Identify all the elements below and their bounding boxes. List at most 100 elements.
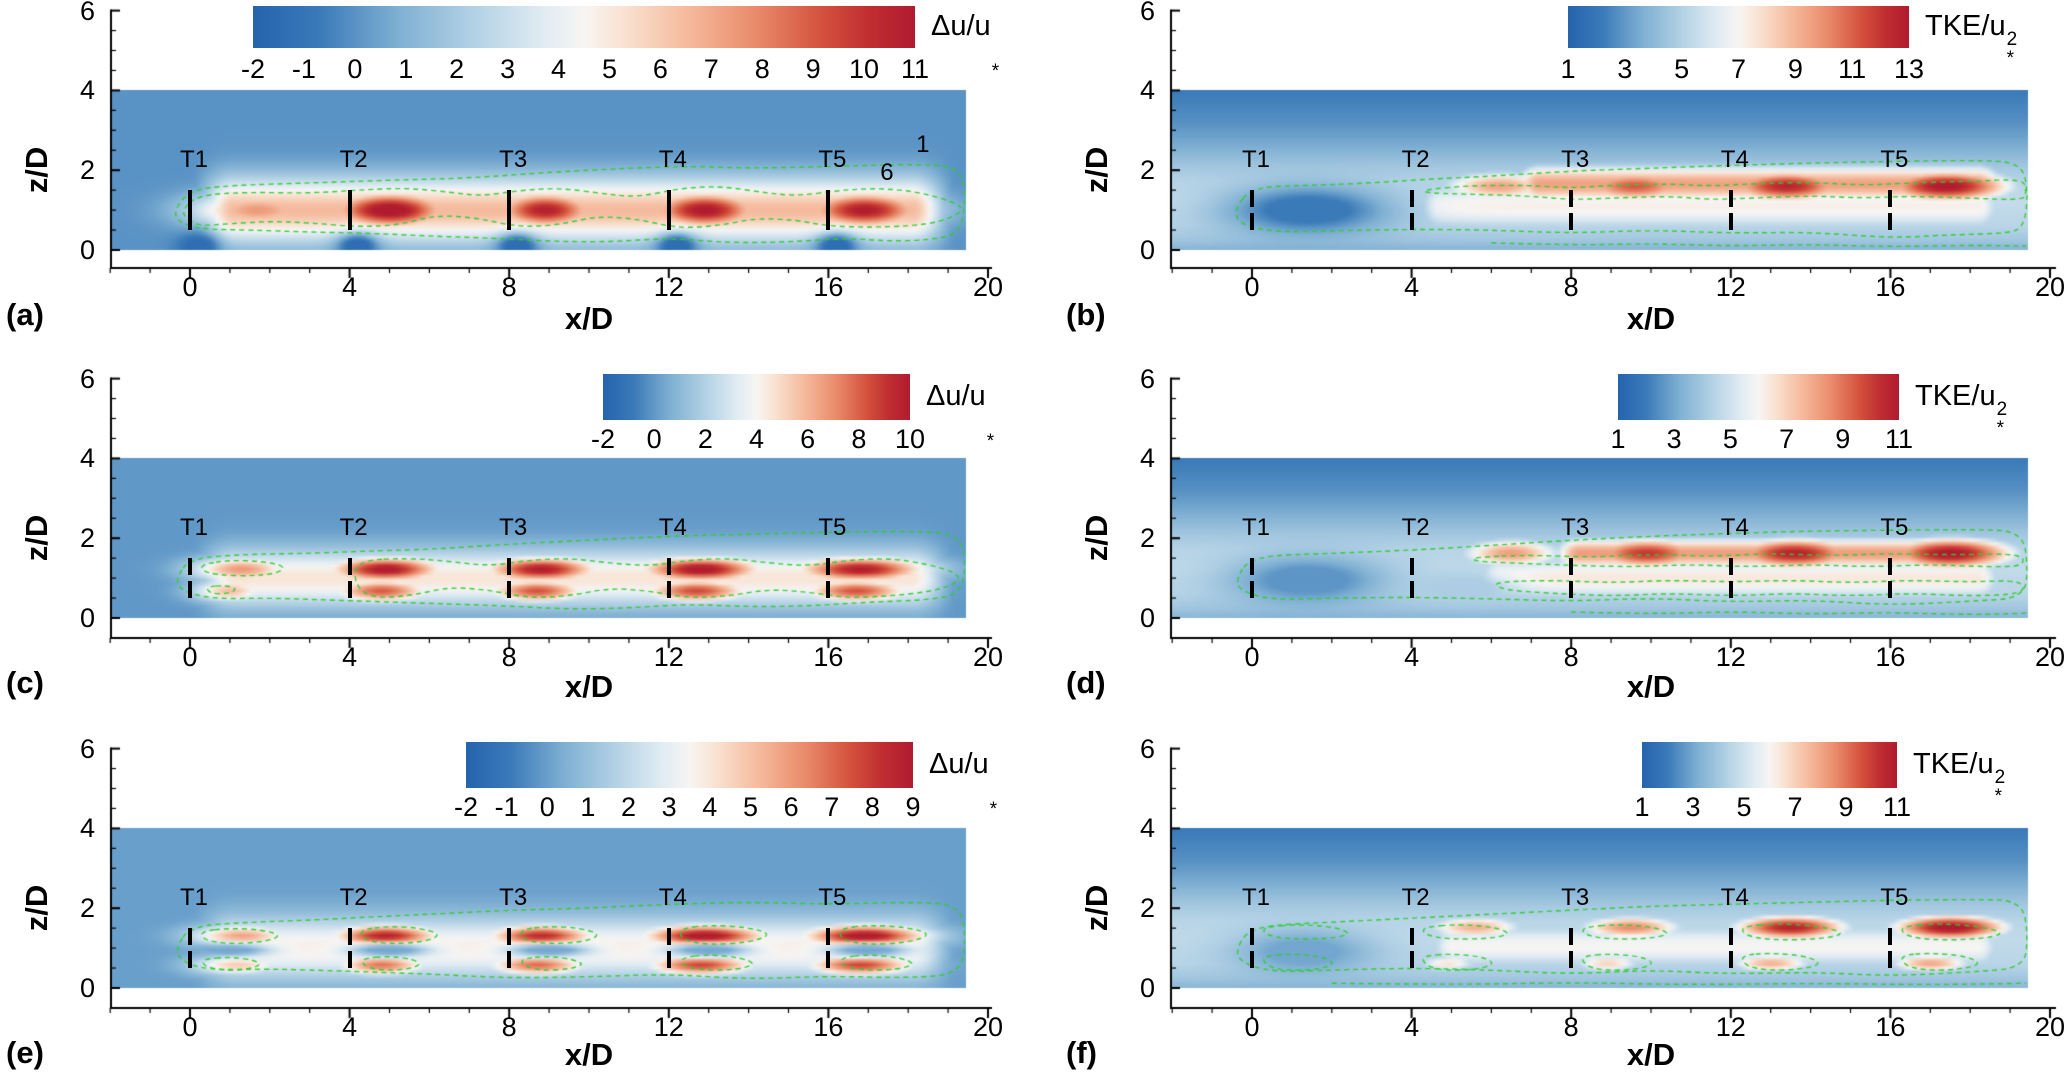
turbine-marker-lower <box>1409 951 1414 969</box>
turbine-label: T3 <box>1561 884 1590 912</box>
turbine-marker-lower <box>347 951 352 969</box>
y-tick-label: 0 <box>79 235 95 265</box>
colorbar-tick-label: 10 <box>894 424 926 454</box>
colorbar-tick-label: -2 <box>590 424 615 454</box>
colorbar-tick-label: 1 <box>398 54 414 84</box>
panel-letter-e: (e) <box>6 1035 44 1070</box>
y-axis-label: z/D <box>1079 514 1114 562</box>
colorbar-tick-label: 2 <box>449 54 465 84</box>
x-tick-label: 0 <box>182 642 198 672</box>
colorbar-tick-label: 9 <box>1838 792 1854 822</box>
x-tick-label: 20 <box>972 642 1004 672</box>
turbine-label: T3 <box>1561 514 1590 542</box>
colorbar-tick-label: 2 <box>621 792 637 822</box>
turbine-marker-upper <box>1409 190 1414 207</box>
turbine-marker-lower <box>1250 951 1254 969</box>
x-tick-label: 16 <box>813 1012 844 1042</box>
turbine-marker-lower <box>1728 581 1733 599</box>
colorbar-tick-label: 11 <box>1882 792 1912 822</box>
x-axis-label: x/D <box>564 301 614 336</box>
turbine-marker-lower <box>1250 581 1254 599</box>
y-tick-label: 6 <box>1139 363 1155 394</box>
turbine-label: T5 <box>818 514 847 542</box>
x-tick-label: 4 <box>1404 272 1420 302</box>
turbine-label: T3 <box>499 884 528 912</box>
x-axis-label: x/D <box>564 669 614 704</box>
colorbar-tick-label: 8 <box>851 424 867 454</box>
x-tick-label: 4 <box>342 1012 358 1042</box>
turbine-marker-lower <box>1888 581 1893 599</box>
turbine-marker-lower <box>666 581 671 599</box>
x-tick-label: 8 <box>1563 642 1579 672</box>
y-tick-label: 2 <box>1139 893 1155 924</box>
turbine-marker-upper <box>347 558 352 575</box>
turbine-marker <box>666 190 671 231</box>
x-tick-label: 20 <box>972 272 1004 302</box>
turbine-marker-upper <box>1409 558 1414 575</box>
turbine-label: T3 <box>499 514 528 542</box>
x-tick-label: 16 <box>813 642 844 672</box>
y-tick-label: 4 <box>1139 813 1155 844</box>
x-axis-label: x/D <box>1626 669 1676 704</box>
turbine-marker-upper <box>1888 558 1893 575</box>
y-tick-label: 0 <box>79 973 95 1003</box>
colorbar-tick-label: 9 <box>905 792 921 822</box>
x-tick-label: 0 <box>182 272 198 302</box>
colorbar-tick-label: 3 <box>1617 54 1633 84</box>
x-tick-label: 16 <box>1875 1012 1906 1042</box>
turbine-marker-lower <box>1728 951 1733 969</box>
turbine-label: T2 <box>1401 884 1430 912</box>
turbine-label: T1 <box>179 146 208 174</box>
x-tick-label: 12 <box>653 642 684 672</box>
turbine-label: T4 <box>1720 884 1749 912</box>
colorbar-tick-label: -2 <box>240 54 265 84</box>
x-tick-label: 0 <box>182 1012 198 1042</box>
y-tick-label: 2 <box>79 893 95 924</box>
turbine-marker-upper <box>1250 558 1254 575</box>
colorbar-tick-label: 0 <box>646 424 662 454</box>
turbine-marker-upper <box>666 928 671 945</box>
y-tick-label: 2 <box>1139 155 1155 186</box>
colorbar-tick-label: 6 <box>783 792 799 822</box>
colorbar-tick-label: 5 <box>1736 792 1752 822</box>
turbine-label: T5 <box>1880 514 1909 542</box>
x-tick-label: 4 <box>342 642 358 672</box>
turbine-marker-lower <box>188 951 192 969</box>
colorbar-tick-label: -1 <box>494 792 519 822</box>
turbine-marker-lower <box>666 951 671 969</box>
turbine-label: T4 <box>1720 146 1749 174</box>
turbine-label: T4 <box>658 514 687 542</box>
x-tick-label: 12 <box>653 272 684 302</box>
colorbar-tick-label: 0 <box>539 792 555 822</box>
x-tick-label: 4 <box>342 272 358 302</box>
colorbar-tick-label: 0 <box>347 54 363 84</box>
y-tick-label: 0 <box>1139 973 1155 1003</box>
x-tick-label: 20 <box>2034 1012 2066 1042</box>
turbine-marker-upper <box>507 928 512 945</box>
turbine-marker-upper <box>1728 190 1733 207</box>
x-tick-label: 8 <box>1563 1012 1579 1042</box>
y-axis-label: z/D <box>19 514 54 562</box>
panel-letter-a: (a) <box>6 297 44 332</box>
turbine-marker-lower <box>826 581 831 599</box>
x-tick-label: 0 <box>1244 1012 1260 1042</box>
x-tick-label: 16 <box>813 272 844 302</box>
colorbar-tick-label: 11 <box>1884 424 1914 454</box>
x-tick-label: 12 <box>1715 1012 1746 1042</box>
turbine-marker-upper <box>1250 190 1254 207</box>
x-tick-label: 20 <box>972 1012 1004 1042</box>
colorbar-tick-label: 11 <box>1838 54 1867 84</box>
turbine-label: T5 <box>1880 146 1909 174</box>
x-tick-label: 20 <box>2034 642 2066 672</box>
turbine-marker-lower <box>188 581 192 599</box>
x-tick-label: 8 <box>1563 272 1579 302</box>
colorbar-tick-label: 10 <box>849 54 880 84</box>
y-tick-label: 6 <box>79 733 95 764</box>
turbine-label: T4 <box>658 884 687 912</box>
turbine-label: T2 <box>339 884 368 912</box>
turbine-marker <box>507 190 512 231</box>
x-tick-label: 16 <box>1875 642 1906 672</box>
x-tick-label: 12 <box>653 1012 684 1042</box>
turbine-marker-upper <box>1888 928 1893 945</box>
